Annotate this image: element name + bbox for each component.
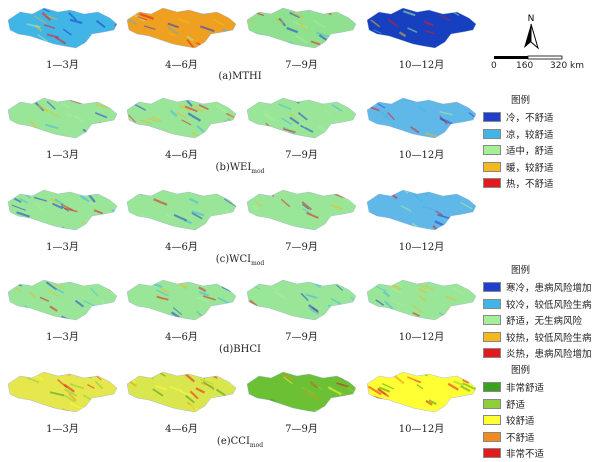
month-label: 10—12月 xyxy=(365,328,478,343)
month-label: 7—9月 xyxy=(245,328,358,343)
legend-title: 图例 xyxy=(511,362,544,376)
row-label-c: (c)WCImod xyxy=(0,254,480,267)
month-label: 4—6月 xyxy=(125,420,238,435)
map-row1-col1 xyxy=(125,94,238,142)
month-label: 7—9月 xyxy=(245,146,358,161)
map-row0-col1 xyxy=(125,4,238,52)
legend-swatch xyxy=(483,112,501,122)
legend-item: 较舒适 xyxy=(483,412,544,429)
map-row0-col3 xyxy=(365,4,478,52)
legend-item: 较冷，较低风险生病 xyxy=(483,296,592,313)
legend-item: 舒适 xyxy=(483,396,544,413)
month-label: 10—12月 xyxy=(365,420,478,435)
legend-item: 冷，不舒适 xyxy=(483,109,554,126)
legend-item: 非常不适 xyxy=(483,445,544,462)
map-row2-col1 xyxy=(125,186,238,234)
map-row4-col0 xyxy=(6,368,119,416)
legend-item: 适中，舒适 xyxy=(483,142,554,159)
map-row2-col3 xyxy=(365,186,478,234)
month-label: 10—12月 xyxy=(365,56,478,71)
scale-tick-1: 160 xyxy=(516,61,533,71)
legend-bhci: 图例 寒冷，患病风险增加 较冷，较低风险生病 舒适，无生病风险 较热，较低风险生… xyxy=(483,262,592,362)
map-row0-col0 xyxy=(6,4,119,52)
month-label: 1—3月 xyxy=(6,328,119,343)
month-label: 7—9月 xyxy=(245,56,358,71)
map-row3-col0 xyxy=(6,276,119,324)
scale-tick-2: 320 km xyxy=(550,61,584,71)
map-row3-col2 xyxy=(245,276,358,324)
map-row3-col1 xyxy=(125,276,238,324)
month-label: 7—9月 xyxy=(245,420,358,435)
row-label-b: (b)WEImod xyxy=(0,162,480,175)
legend-title: 图例 xyxy=(511,92,554,106)
map-row1-col0 xyxy=(6,94,119,142)
map-row4-col3 xyxy=(365,368,478,416)
month-label: 4—6月 xyxy=(125,56,238,71)
map-row2-col0 xyxy=(6,186,119,234)
month-label: 4—6月 xyxy=(125,328,238,343)
legend-item: 较热，较低风险生病 xyxy=(483,329,592,346)
legend-swatch xyxy=(483,382,501,392)
month-label: 10—12月 xyxy=(365,238,478,253)
legend-swatch xyxy=(483,178,501,188)
legend-swatch xyxy=(483,332,501,342)
row-label-e: (e)CCImod xyxy=(0,436,480,449)
legend-swatch xyxy=(483,162,501,172)
legend-item: 炎热，患病风险增加 xyxy=(483,345,592,362)
legend-comfort: 图例 冷，不舒适 凉，较舒适 适中，舒适 暖，较舒适 热，不舒适 xyxy=(483,92,554,192)
north-label: N xyxy=(528,14,535,24)
north-arrow-icon: N xyxy=(520,12,542,52)
map-row4-col2 xyxy=(245,368,358,416)
map-row0-col2 xyxy=(245,4,358,52)
legend-item: 非常舒适 xyxy=(483,379,544,396)
legend-item: 暖，较舒适 xyxy=(483,159,554,176)
month-label: 7—9月 xyxy=(245,238,358,253)
map-row2-col2 xyxy=(245,186,358,234)
legend-swatch xyxy=(483,432,501,442)
legend-swatch xyxy=(483,415,501,425)
scale-tick-0: 0 xyxy=(491,61,497,71)
legend-swatch xyxy=(483,282,501,292)
legend-item: 凉，较舒适 xyxy=(483,126,554,143)
legend-item: 热，不舒适 xyxy=(483,175,554,192)
map-row3-col3 xyxy=(365,276,478,324)
legend-swatch xyxy=(483,299,501,309)
month-label: 1—3月 xyxy=(6,238,119,253)
row-label-a: (a)MTHI xyxy=(0,71,480,82)
row-label-d: (d)BHCI xyxy=(0,344,480,355)
legend-title: 图例 xyxy=(511,262,592,276)
month-label: 10—12月 xyxy=(365,146,478,161)
month-label: 4—6月 xyxy=(125,146,238,161)
legend-swatch xyxy=(483,145,501,155)
legend-swatch xyxy=(483,348,501,358)
map-row4-col1 xyxy=(125,368,238,416)
legend-item: 舒适，无生病风险 xyxy=(483,312,592,329)
month-label: 1—3月 xyxy=(6,146,119,161)
month-label: 4—6月 xyxy=(125,238,238,253)
scale-bar: 0 160 320 km xyxy=(490,52,595,74)
legend-cci: 图例 非常舒适 舒适 较舒适 不舒适 非常不适 xyxy=(483,362,544,462)
legend-swatch xyxy=(483,129,501,139)
month-label: 1—3月 xyxy=(6,56,119,71)
map-row1-col3 xyxy=(365,94,478,142)
legend-swatch xyxy=(483,448,501,458)
legend-swatch xyxy=(483,315,501,325)
month-label: 1—3月 xyxy=(6,420,119,435)
legend-item: 不舒适 xyxy=(483,429,544,446)
map-row1-col2 xyxy=(245,94,358,142)
legend-item: 寒冷，患病风险增加 xyxy=(483,279,592,296)
legend-swatch xyxy=(483,399,501,409)
